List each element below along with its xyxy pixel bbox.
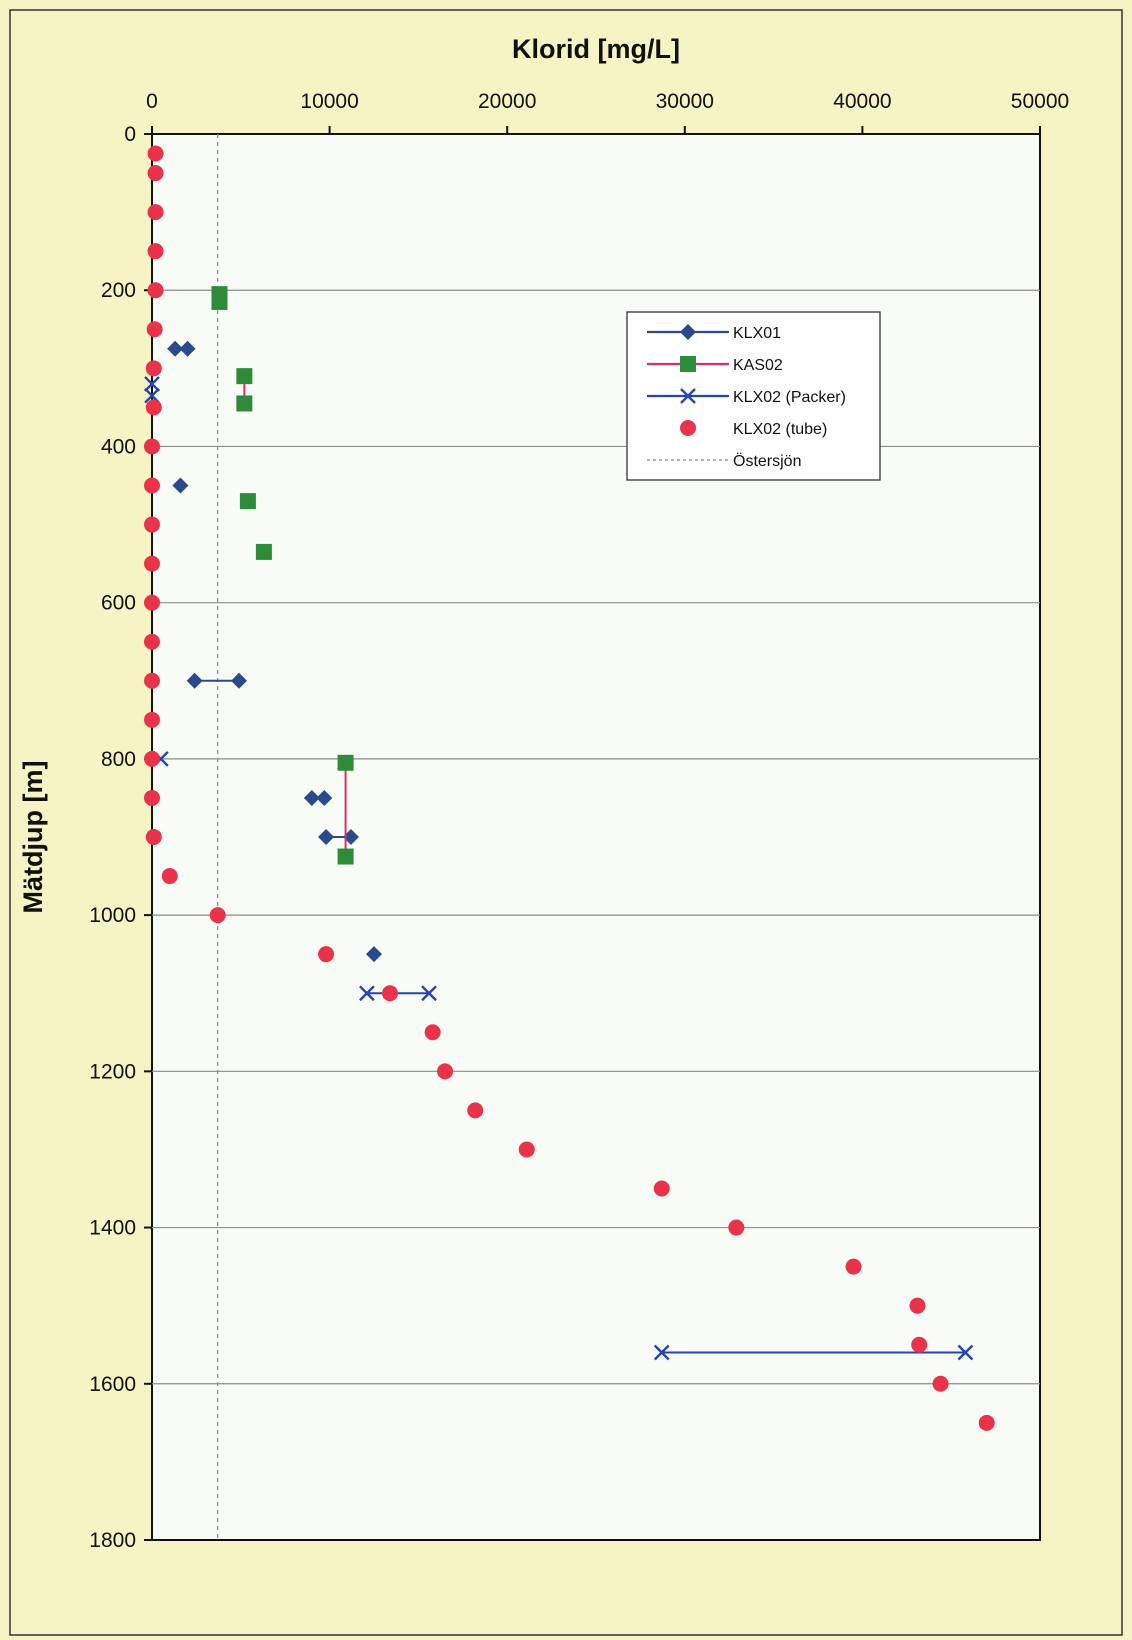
point-klx02-packer	[957, 1344, 974, 1361]
point-klx01	[342, 829, 359, 845]
point-klx02-packer	[359, 985, 375, 1002]
point-klx02-packer-stroke	[421, 985, 437, 1002]
legend-label-klx02-tube: KLX02 (tube)	[733, 421, 827, 438]
point-klx02-packer-stroke	[359, 985, 375, 1002]
point-klx02-tube	[144, 672, 160, 689]
point-klx02-packer-stroke	[144, 376, 160, 392]
legend: KLX01 KAS02 KLX02 (Packer) KLX02 (tube) Öste…	[626, 311, 881, 481]
x-axis-title: Klorid [mg/L]	[512, 34, 680, 64]
point-klx02-tube	[932, 1375, 949, 1392]
point-klx02-tube	[318, 946, 335, 963]
point-klx02-tube	[147, 165, 164, 182]
point-klx02-packer-stroke	[144, 387, 160, 404]
point-klx02-tube	[147, 243, 164, 260]
point-klx01	[167, 340, 184, 357]
point-kas02	[211, 293, 228, 310]
point-klx02-tube	[161, 868, 178, 885]
point-kas02	[236, 395, 253, 412]
point-klx02-tube	[146, 321, 163, 338]
point-kas02	[337, 754, 354, 771]
point-klx02-tube	[147, 145, 164, 162]
y-axis-title: Mätdjup [m]	[18, 761, 48, 914]
point-klx02-tube	[144, 594, 160, 611]
point-klx02-tube	[437, 1063, 454, 1080]
legend-label-stersj-n: Östersjön	[733, 452, 801, 470]
data-series	[144, 145, 995, 1431]
point-klx02-tube	[909, 1297, 926, 1314]
point-klx01	[179, 340, 196, 357]
point-klx02-tube	[145, 360, 162, 377]
point-klx02-packer	[421, 985, 437, 1002]
point-kas02	[239, 493, 256, 510]
point-klx02-packer	[144, 376, 160, 392]
y-tick-label: 800	[101, 748, 136, 771]
x-tick-label: 50000	[1011, 90, 1069, 113]
y-tick-label: 600	[101, 592, 136, 615]
plot-area	[151, 133, 1041, 1541]
legend-marker-klx01	[680, 324, 696, 340]
point-klx02-tube	[978, 1414, 995, 1431]
point-klx02-tube	[467, 1102, 484, 1119]
legend-label-klx01: KLX01	[733, 325, 781, 342]
point-klx02-tube	[653, 1180, 670, 1197]
point-klx02-tube	[144, 477, 160, 494]
legend-marker-klx02-packer-stroke	[680, 388, 696, 404]
point-klx02-tube	[144, 438, 160, 455]
point-kas02	[337, 848, 354, 865]
point-klx02-tube	[144, 750, 160, 767]
point-klx02-tube	[518, 1141, 535, 1158]
point-kas02	[255, 543, 272, 560]
point-kas02	[236, 368, 253, 385]
series-klx02-tube	[144, 145, 995, 1431]
point-klx01	[186, 672, 203, 689]
legend-marker-klx02-tube	[680, 420, 696, 436]
point-klx02-tube	[424, 1024, 441, 1041]
series-kas02	[211, 286, 354, 865]
legend-marker-kas02	[680, 356, 696, 372]
point-klx02-packer-stroke	[957, 1344, 974, 1361]
legend-label-kas02: KAS02	[733, 357, 783, 374]
x-tick-label: 30000	[656, 90, 714, 113]
point-klx01	[318, 829, 335, 845]
y-tick-label: 1200	[89, 1060, 136, 1083]
point-klx02-tube	[911, 1336, 928, 1353]
y-tick-label: 400	[101, 435, 136, 458]
point-klx02-tube	[144, 555, 160, 572]
point-klx02-tube	[845, 1258, 862, 1275]
y-tick-label: 1800	[89, 1529, 136, 1552]
point-klx02-tube	[209, 907, 226, 924]
point-klx01	[172, 477, 189, 494]
y-tick-label: 1400	[89, 1217, 136, 1240]
x-tick-label: 0	[146, 90, 158, 113]
series-klx01	[167, 340, 382, 963]
y-tick-label: 200	[101, 279, 136, 302]
point-klx02-tube	[145, 829, 162, 845]
point-klx02-tube	[144, 789, 160, 806]
x-tick-label: 20000	[478, 90, 536, 113]
point-klx02-tube	[144, 633, 160, 650]
y-tick-label: 1600	[89, 1373, 136, 1396]
point-klx02-packer-stroke	[653, 1344, 670, 1361]
legend-label-klx02-packer: KLX02 (Packer)	[733, 389, 846, 406]
point-klx02-tube	[728, 1219, 745, 1236]
point-klx01	[366, 946, 382, 963]
legend-marker-klx02-packer	[680, 388, 696, 404]
point-klx02-packer	[653, 1344, 670, 1361]
y-tick-label: 0	[124, 123, 136, 146]
point-klx02-tube	[147, 282, 164, 299]
point-klx02-tube	[144, 516, 160, 533]
x-tick-label: 40000	[833, 90, 891, 113]
point-klx02-tube	[381, 985, 398, 1002]
point-klx02-tube	[147, 204, 164, 221]
point-klx01	[231, 672, 248, 689]
x-tick-label: 10000	[300, 90, 358, 113]
point-klx02-tube	[144, 711, 160, 728]
point-klx01	[316, 789, 333, 806]
y-tick-label: 1000	[89, 904, 136, 927]
grid-lines	[152, 289, 1040, 1385]
point-klx01	[303, 789, 320, 806]
point-klx02-tube	[145, 399, 162, 416]
